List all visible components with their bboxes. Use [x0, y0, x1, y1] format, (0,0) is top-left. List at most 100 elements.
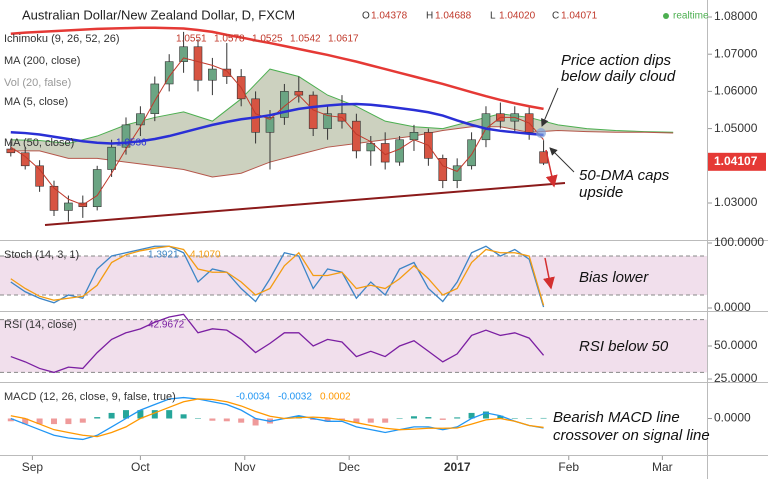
y-tick-label: 1.03000: [714, 195, 758, 209]
y-tick-label: 0.0000: [714, 411, 751, 425]
histogram-bar: [223, 418, 230, 422]
candle-body: [92, 169, 102, 208]
candle-body: [366, 143, 376, 152]
histogram-bar: [194, 418, 201, 419]
histogram-bar: [252, 418, 259, 426]
series-line: [10, 313, 545, 374]
histogram-bar: [367, 418, 374, 423]
series-line: [10, 26, 544, 111]
ohlc-name: H: [426, 11, 433, 22]
legend-label: MA (5, close): [4, 96, 68, 108]
histogram-bar: [122, 410, 129, 419]
y-tick-label: 0.0000: [714, 300, 751, 314]
annotation-arrow: [541, 87, 559, 127]
y-tick-label: 100.0000: [714, 235, 764, 249]
legend-value: 1.0536: [116, 138, 147, 149]
histogram-bar: [338, 418, 345, 420]
candle-body: [136, 113, 145, 126]
legend-label: Ichimoku (9, 26, 52, 26): [4, 33, 120, 45]
histogram-bar: [353, 418, 360, 423]
candle-body: [395, 139, 404, 163]
ohlc-name: L: [490, 11, 496, 22]
candle-body: [452, 165, 462, 181]
histogram-bar: [468, 412, 475, 419]
legend-label: Stoch (14, 3, 1): [4, 249, 79, 261]
highlight-circle: [536, 128, 546, 138]
candle-body: [164, 61, 174, 85]
candle-body: [380, 143, 390, 163]
ohlc-value: 1.04071: [561, 11, 598, 22]
candle-body: [49, 185, 59, 211]
histogram-bar: [65, 418, 72, 425]
cloud-span-b: [10, 126, 674, 178]
histogram-bar: [310, 418, 317, 420]
ohlc-value: 1.04378: [371, 11, 408, 22]
front-layer: 1.08000 1.07000 1.06000 1.05000 1.03000 1.041…: [4, 9, 766, 474]
legend-value: 4.1070: [190, 250, 221, 261]
ohlc-name: O: [362, 11, 370, 22]
annotation-arrow: [549, 147, 575, 173]
x-tick-label: Dec: [339, 460, 360, 474]
candle-body: [265, 117, 275, 133]
band-fill: [0, 256, 707, 295]
x-tick-label: Feb: [558, 460, 579, 474]
series-line: [10, 102, 544, 145]
histogram-bar: [425, 417, 432, 419]
histogram-bar: [79, 418, 86, 423]
candle-body: [150, 83, 160, 115]
legend-label: MACD (12, 26, close, 9, false, true): [4, 391, 176, 403]
band-fill: [0, 319, 707, 373]
annotation: below daily cloud: [561, 68, 676, 85]
histogram-bar: [137, 410, 144, 419]
status-dot: [663, 13, 669, 19]
x-tick-label: 2017: [444, 460, 471, 474]
x-tick-label: Mar: [652, 460, 673, 474]
annotation: Price action dips: [561, 52, 672, 69]
legend-value: 1.0578: [214, 34, 245, 45]
candle-body: [467, 139, 476, 167]
price-label: 1.04107: [714, 154, 758, 168]
histogram-bar: [540, 417, 547, 419]
annotation: upside: [579, 184, 623, 201]
ohlc-value: 1.04020: [499, 11, 536, 22]
status: realtime: [673, 11, 709, 22]
histogram-bar: [209, 418, 216, 421]
annotation: crossover on signal line: [553, 427, 710, 444]
annotation: Bearish MACD line: [553, 409, 680, 426]
candle-body: [308, 94, 318, 129]
chart-title: Australian Dollar/New Zealand Dollar, D,…: [22, 7, 295, 22]
histogram-bar: [526, 418, 533, 419]
legend-value: 1.0551: [176, 34, 207, 45]
x-tick-label: Oct: [131, 460, 150, 474]
legend-label: RSI (14, close): [4, 319, 77, 331]
candle-body: [193, 46, 203, 81]
legend-value: 1.0525: [252, 34, 283, 45]
y-tick-label: 25.0000: [714, 371, 758, 385]
candle-body: [121, 124, 131, 148]
histogram-bar: [396, 418, 403, 419]
histogram-bar: [22, 418, 29, 425]
histogram-bar: [238, 418, 245, 423]
price-label-box: [708, 152, 766, 171]
y-tick-label: 1.06000: [714, 84, 758, 98]
annotation-arrow: [545, 149, 558, 188]
legend-value: 1.0617: [328, 34, 359, 45]
candle-body: [35, 165, 44, 187]
histogram-bar: [36, 418, 43, 425]
series-line: [10, 396, 544, 441]
candle-body: [280, 91, 289, 118]
trendline: [44, 182, 566, 226]
annotation: Bias lower: [579, 269, 649, 286]
series-line: [10, 245, 545, 306]
histogram-bar: [454, 417, 461, 419]
histogram-bar: [7, 418, 14, 422]
histogram-bar: [108, 412, 115, 419]
histogram-bar: [94, 417, 101, 419]
histogram-bar: [50, 418, 57, 425]
histogram-bar: [151, 410, 158, 419]
candle-body: [20, 152, 30, 167]
histogram-bar: [439, 418, 446, 420]
legend-value: -0.0032: [278, 392, 312, 403]
